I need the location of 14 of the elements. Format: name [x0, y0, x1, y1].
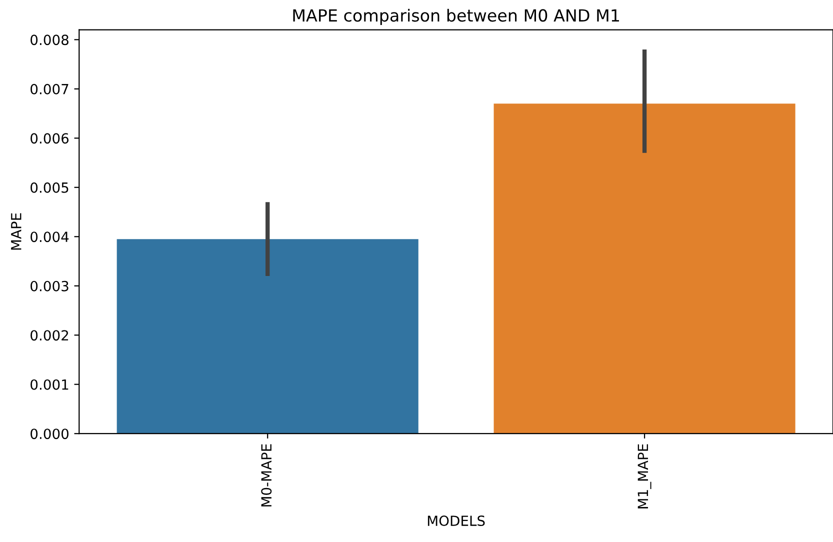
y-tick-label: 0.005: [30, 182, 68, 193]
y-tick-label: 0.000: [30, 428, 68, 440]
x-tick-label: M0-MAPE: [261, 444, 272, 506]
y-tick-label: 0.006: [30, 133, 69, 144]
x-tick-label: M1_MAPE: [638, 444, 652, 508]
x-axis-title: MODELS: [428, 516, 485, 526]
y-tick-label: 0.003: [30, 280, 68, 292]
chart-title: MAPE comparison between M0 AND M1: [293, 8, 619, 25]
y-axis-title: MAPE: [11, 213, 22, 250]
y-tick-label: 0.008: [30, 34, 68, 46]
y-tick-label: 0.001: [30, 379, 68, 390]
y-tick-label: 0.002: [30, 330, 68, 341]
y-tick-label: 0.004: [30, 232, 69, 242]
y-tick-label: 0.007: [30, 84, 68, 94]
